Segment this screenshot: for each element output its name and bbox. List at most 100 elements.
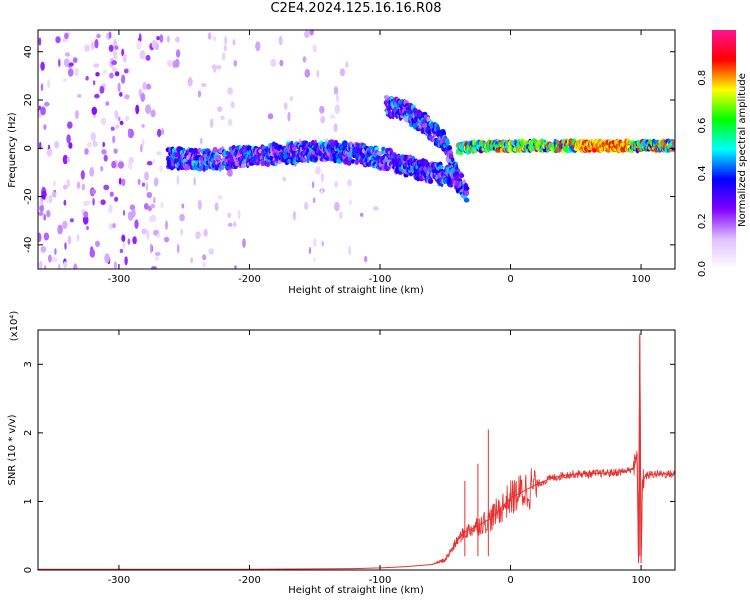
spectrogram-noise-cell [141,182,146,187]
spectrogram-noise-cell [77,93,82,98]
spectrogram-noise-cell [267,113,274,120]
spectrogram-noise-cell [119,92,123,97]
spectrogram-feature-cell [408,172,414,177]
spectrogram-noise-cell [108,31,112,39]
spectrogram-noise-cell [103,184,110,191]
snr-y-ticks: 0 1 2 3 [23,361,675,573]
colorbar-label: Normalized spectral amplitude [737,73,748,227]
spectrogram-noise-cell [93,63,100,68]
spectrogram-noise-cell [308,246,312,255]
spectrogram-noise-cell [112,135,116,144]
y-tick-label: 3 [23,361,34,367]
spectrogram-noise-cell [283,102,288,110]
spectrogram-y-label: Frequency (Hz) [7,112,18,188]
spectrogram-noise-cell [212,36,217,41]
spectrogram-noise-cell [141,139,145,146]
spectrogram-noise-cell [111,160,117,169]
spectrogram-noise-cell [233,221,237,228]
x-tick-label: -300 [108,274,131,285]
spectrogram-noise-cell [118,161,124,169]
spectrogram-noise-cell [92,80,96,86]
x-tick-label: -100 [369,274,392,285]
spectrogram-noise-cell [92,198,95,206]
spectrogram-noise-cell [143,203,149,210]
spectrogram-noise-cell [122,53,127,63]
spectrogram-feature-cell [454,174,460,182]
spectrogram-noise-cell [38,211,44,216]
spectrogram-feature-cell [256,161,260,166]
spectrogram-noise-cell [89,167,95,177]
spectrogram-noise-cell [67,68,74,77]
spectrogram-noise-cell [312,44,318,53]
spectrogram-feature-cell [241,163,247,169]
spectrogram-noise-cell [38,37,42,46]
spectrogram-noise-cell [164,236,170,243]
spectrogram-noise-cell [165,220,168,231]
spectrogram-noise-cell [103,154,108,162]
spectrogram-noise-cell [114,196,119,202]
spectrogram-noise-cell [227,168,233,177]
spectrogram-noise-cell [179,213,185,222]
spectrogram-noise-cell [84,44,90,52]
y-tick-label: 2 [23,430,34,436]
spectrogram-noise-cell [289,95,294,102]
spectrogram-noise-cell [345,61,349,68]
spectrogram-noise-cell [151,39,158,49]
spectrogram-noise-cell [172,60,177,69]
spectrogram-noise-cell [302,56,307,63]
spectrogram-noise-cell [364,255,368,263]
spectrogram-noise-cell [117,82,121,93]
spectrogram-noise-cell [52,191,57,198]
spectrogram-noise-cell [255,41,261,52]
spectrogram-noise-cell [190,257,194,264]
spectrogram-noise-cell [156,233,161,238]
spectrogram-noise-cell [121,178,126,187]
spectrogram-noise-cell [129,204,136,211]
colorbar-tick-label: 0.6 [697,118,708,134]
spectrogram-feature-cell [292,146,297,151]
snr-frame [37,329,676,571]
x-tick-label: -200 [238,274,261,285]
spectrogram-noise-cell [94,93,100,99]
colorbar-tick-label: 0.8 [697,70,708,86]
spectrogram-noise-cell [174,36,180,43]
spectrogram-noise-cell [43,124,47,130]
spectrogram-noise-cell [62,154,68,165]
spectrogram-noise-cell [348,199,353,205]
spectrogram-noise-cell [75,109,79,120]
x-tick-label: -200 [238,575,261,586]
spectrogram-noise-cell [140,92,146,103]
spectrogram-noise-cell [217,194,223,200]
spectrogram-y-ticks: -40 -20 0 20 40 [23,45,675,253]
spectrogram-noise-cell [127,238,131,245]
spectrogram-feature-cell [171,148,177,153]
spectrogram-noise-cell [46,210,51,218]
spectrogram-noise-cell [227,87,234,95]
spectrogram-noise-cell [208,248,214,255]
spectrogram-noise-cell [54,141,60,149]
spectrogram-noise-cell [230,101,235,109]
spectrogram-noise-cell [66,178,71,189]
spectrogram-noise-cell [140,144,143,153]
spectrogram-noise-cell [227,118,233,127]
spectrogram-noise-cell [311,181,315,189]
spectrogram-noise-cell [62,220,68,229]
spectrogram-noise-cell [121,48,125,57]
spectrogram-noise-cell [64,242,67,250]
spectrogram-noise-cell [84,148,89,155]
spectrogram-noise-cell [329,114,336,119]
spectrogram-noise-cell [95,72,100,77]
spectrogram-noise-cell [333,86,339,95]
spectrogram-noise-cell [112,223,116,229]
spectrogram-noise-cell [149,215,153,223]
spectrogram-noise-cell [57,224,63,235]
spectrogram-noise-cell [39,141,42,150]
spectrogram-noise-cell [227,212,232,219]
spectrogram-noise-cell [150,109,156,118]
spectrogram-noise-cell [108,223,114,230]
spectrogram-noise-cell [83,211,89,218]
spectrogram-noise-cell [197,199,202,210]
spectrogram-noise-cell [214,202,219,212]
spectrogram-feature-cell [346,160,352,166]
spectrogram-noise-cell [146,161,153,166]
